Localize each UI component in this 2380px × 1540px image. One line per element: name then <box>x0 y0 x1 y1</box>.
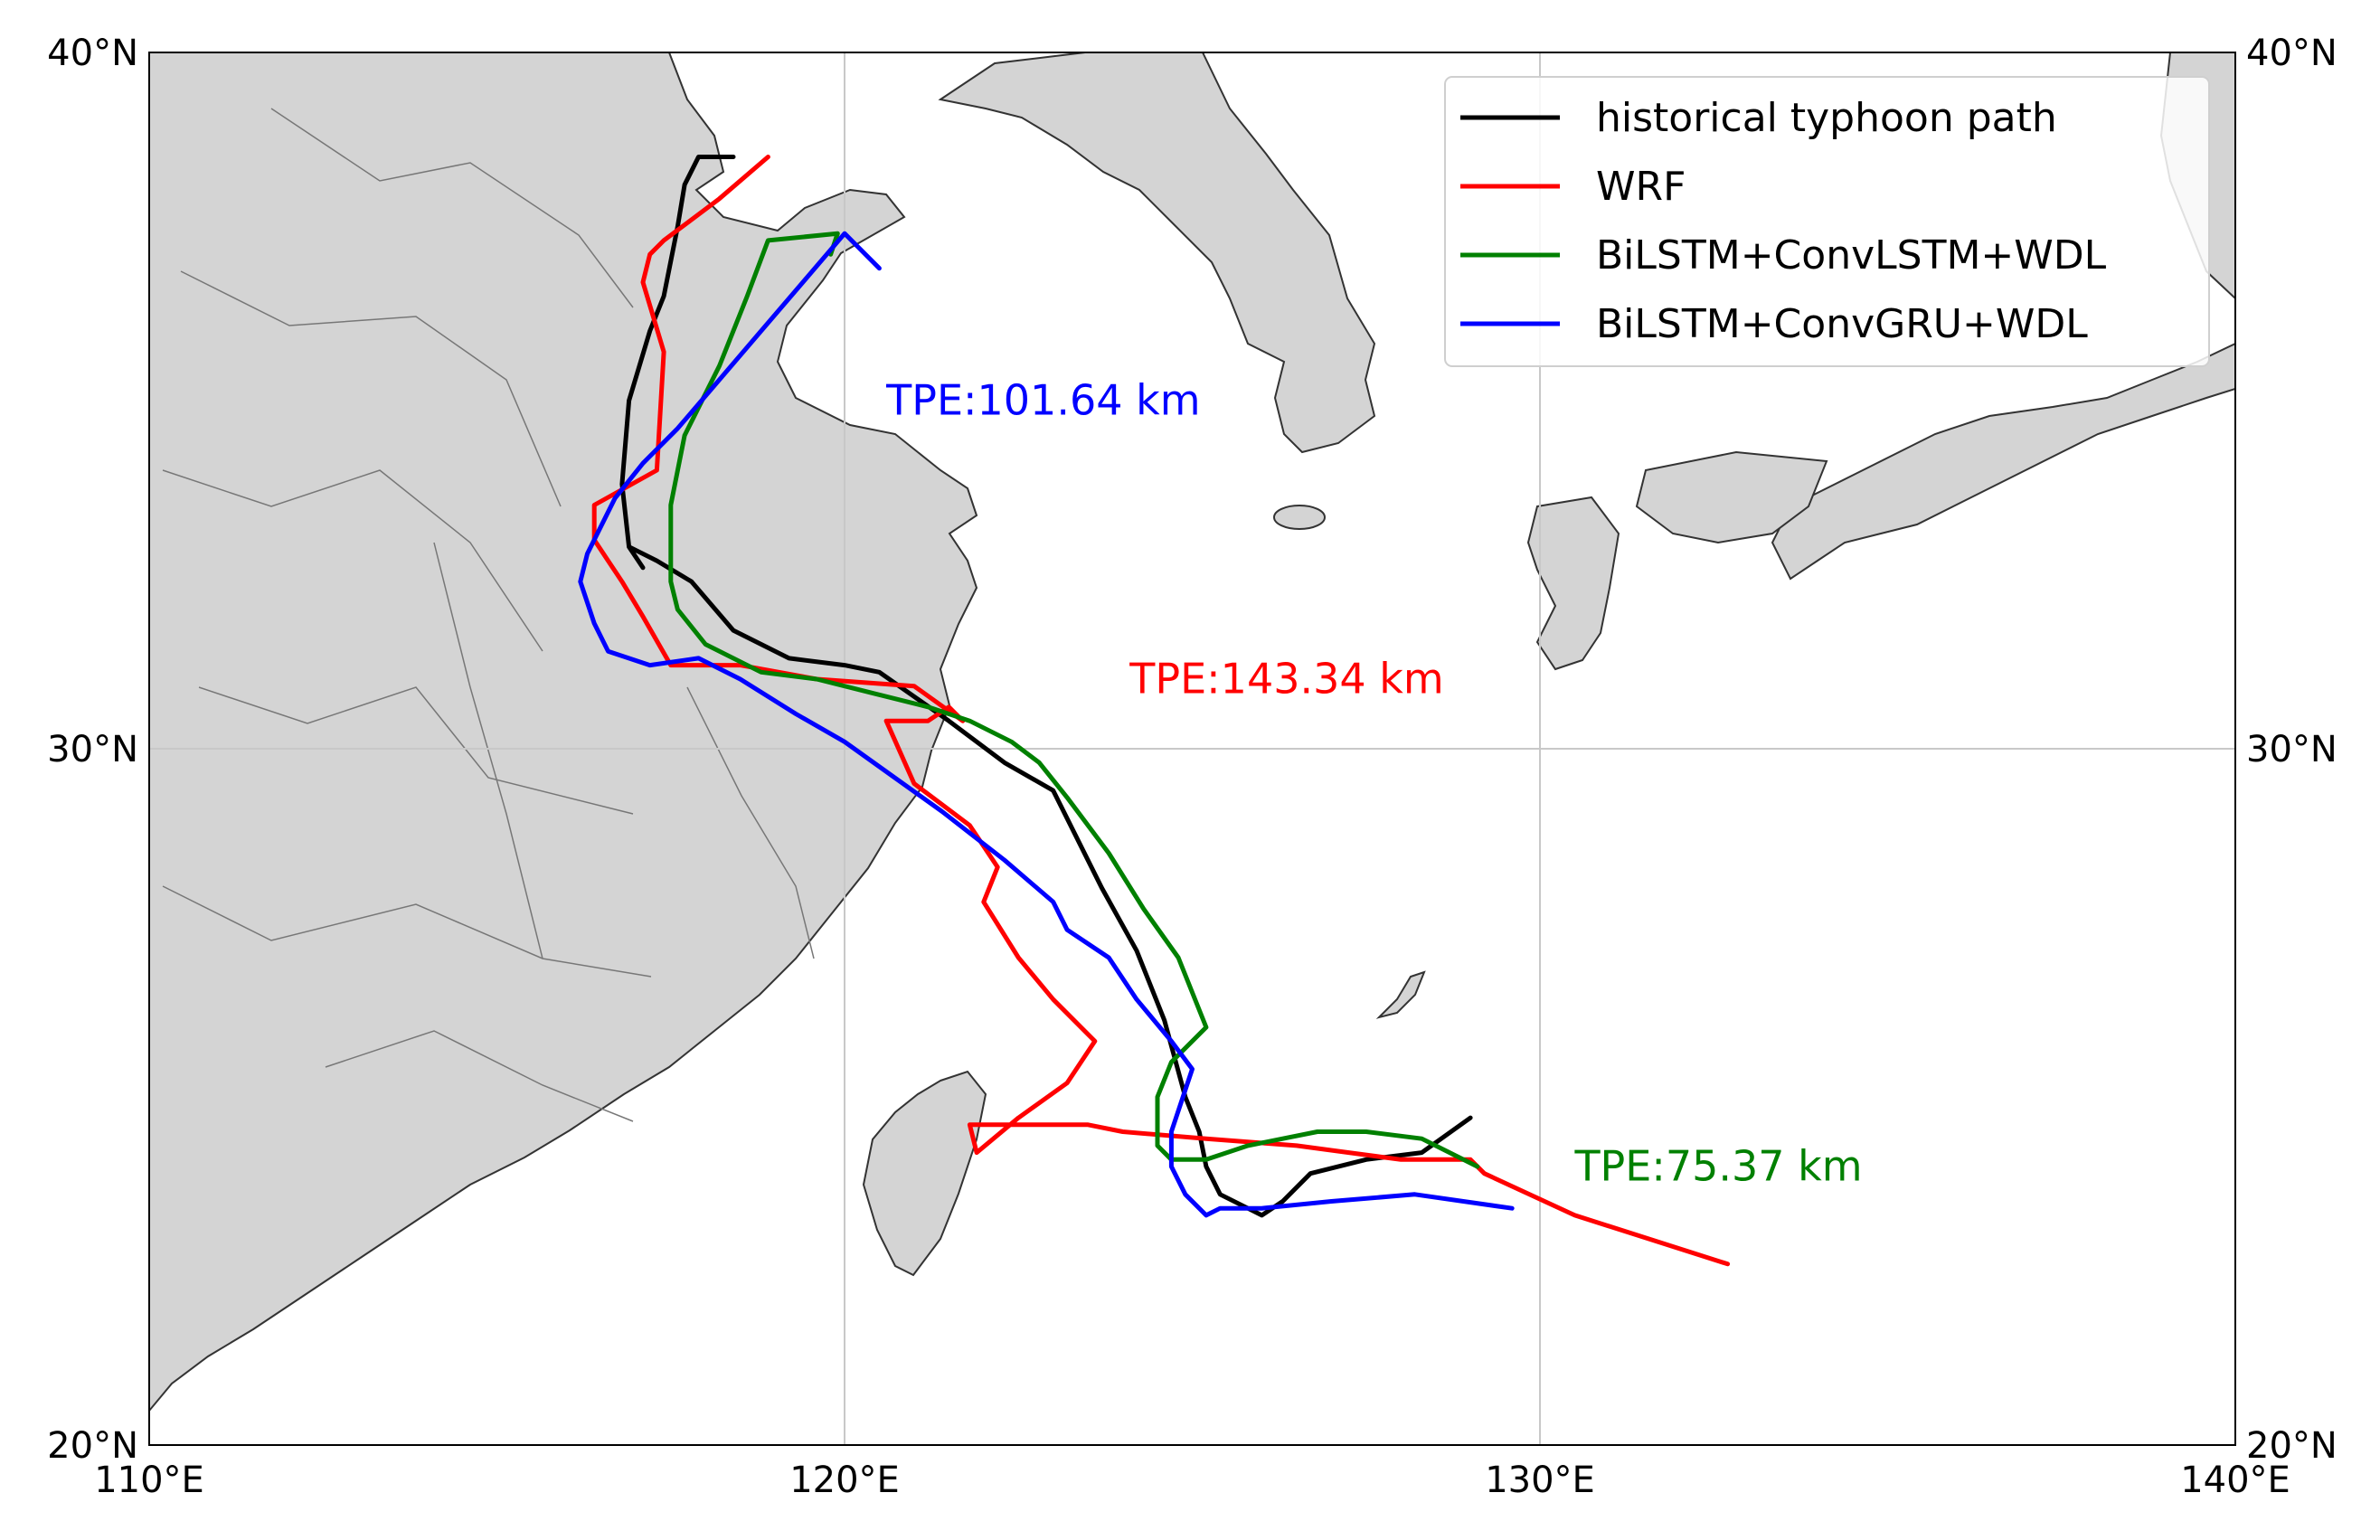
tpe-annotations: TPE:101.64 km TPE:143.34 km TPE:75.37 km <box>885 375 1862 1190</box>
tpe-label: TPE:101.64 km <box>885 375 1200 424</box>
y-tick-label-left: 20°N <box>47 1425 138 1467</box>
track-convgru <box>578 231 1515 1218</box>
legend-label: BiLSTM+ConvGRU+WDL <box>1596 301 2088 347</box>
legend: historical typhoon path WRF BiLSTM+ConvLST… <box>1444 76 2210 367</box>
track-historical <box>619 155 1473 1218</box>
x-tick-label: 110°E <box>94 1460 204 1501</box>
kyushu-landmass <box>1526 496 1620 671</box>
y-tick-label-left: 30°N <box>47 729 138 770</box>
mainland-china-landmass <box>149 52 978 1412</box>
track-wrf <box>591 155 1731 1267</box>
legend-box <box>1444 76 2210 367</box>
map-frame <box>148 52 2236 1446</box>
legend-label: WRF <box>1596 164 1686 210</box>
tpe-label: TPE:143.34 km <box>1129 654 1443 703</box>
korean-peninsula-landmass <box>938 52 1376 454</box>
taiwan-landmass <box>862 1070 987 1277</box>
x-tick-label: 120°E <box>789 1460 900 1501</box>
y-tick-label-right: 40°N <box>2246 33 2338 74</box>
y-tick-label-left: 40°N <box>47 33 138 74</box>
y-tick-label-right: 20°N <box>2246 1425 2338 1467</box>
legend-label: BiLSTM+ConvLSTM+WDL <box>1596 232 2107 279</box>
legend-label: historical typhoon path <box>1596 95 2057 141</box>
y-tick-label-right: 30°N <box>2246 729 2338 770</box>
x-tick-label: 140°E <box>2180 1460 2290 1501</box>
shikoku-landmass <box>1635 450 1828 544</box>
axis-tick-labels: 110°E 120°E 130°E 140°E20°N 20°N30°N 30°N40°N… <box>47 33 2338 1501</box>
track-lines <box>578 155 1731 1267</box>
track-convlstm <box>668 231 1480 1169</box>
tpe-label: TPE:75.37 km <box>1573 1141 1862 1190</box>
japan-landmass <box>1771 342 2235 581</box>
jeju-island <box>1273 505 1326 530</box>
province-borders <box>162 108 815 1122</box>
ryukyu-islands <box>1375 970 1426 1019</box>
x-tick-label: 130°E <box>1485 1460 1595 1501</box>
